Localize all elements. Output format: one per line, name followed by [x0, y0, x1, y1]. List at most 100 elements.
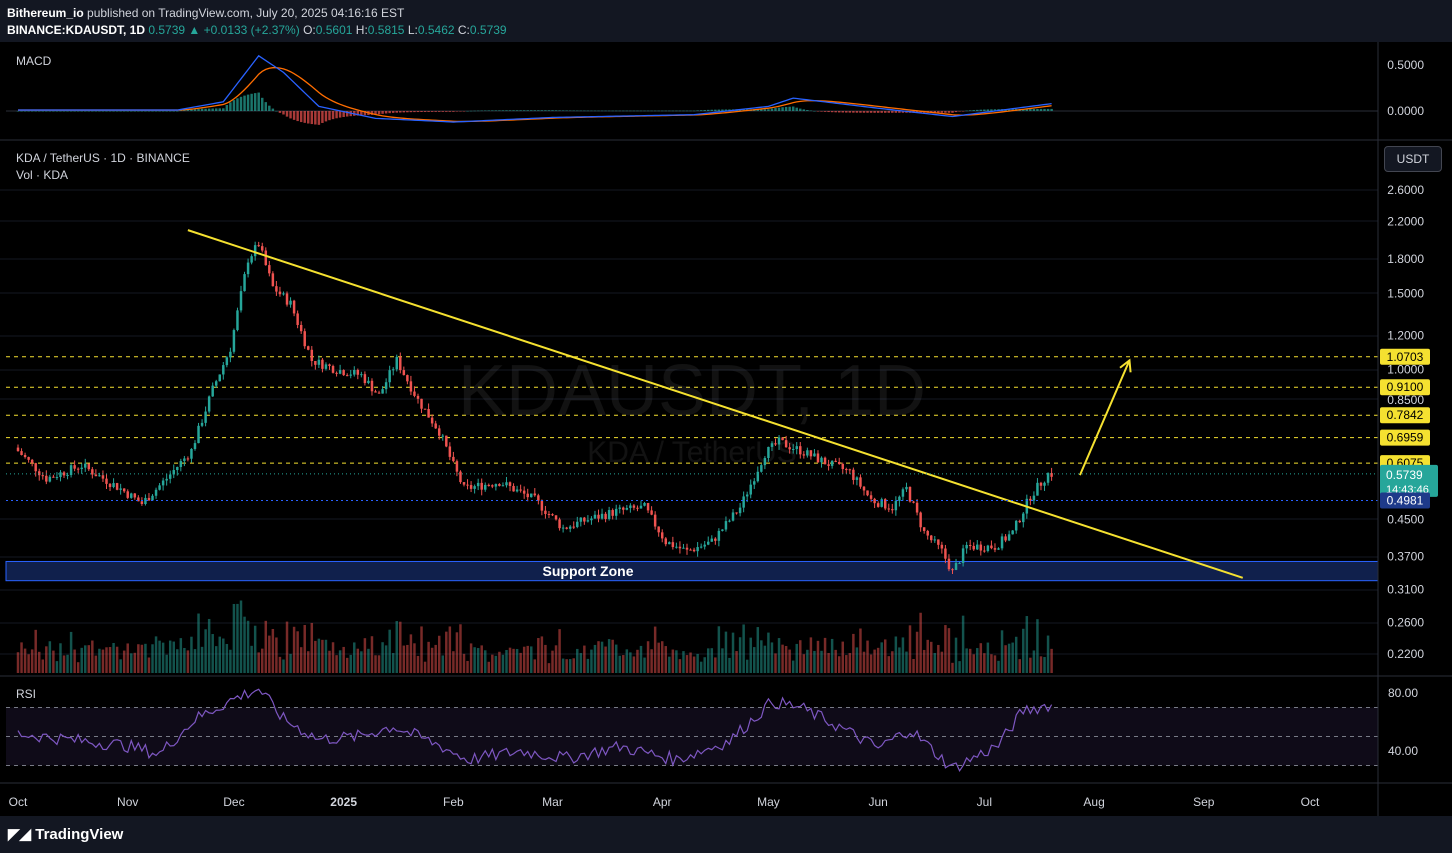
price-tick-label: 1.2000	[1387, 328, 1424, 342]
macd-histogram-bar	[568, 110, 572, 112]
volume-bar	[87, 645, 91, 673]
volume-bar	[887, 656, 891, 673]
volume-bar	[568, 659, 572, 673]
low-label: L:	[407, 23, 418, 37]
publisher-name[interactable]: Bithereum_io	[7, 6, 84, 20]
macd-histogram-bar	[126, 111, 129, 112]
high-label: H:	[355, 23, 368, 37]
macd-histogram-bar	[972, 110, 975, 111]
macd-histogram-bar	[211, 108, 214, 111]
macd-histogram-bar	[770, 108, 774, 111]
macd-histogram-bar	[168, 111, 172, 112]
volume-bar	[172, 641, 175, 673]
volume-bar	[678, 659, 682, 673]
up-triangle-icon: ▲	[188, 23, 201, 37]
watermark-layer: KDAUSDT, 1D KDA / TetherUS	[458, 351, 926, 469]
candle-body	[108, 483, 112, 487]
candle-body	[94, 474, 98, 477]
macd-histogram-bar	[590, 110, 593, 112]
volume-bar	[317, 638, 321, 673]
macd-histogram-bar	[197, 108, 200, 111]
volume-bar	[540, 636, 544, 673]
macd-histogram-bar	[505, 110, 508, 111]
annotations-layer	[187, 229, 1244, 579]
volume-bar	[862, 651, 866, 673]
candle-body	[179, 461, 183, 468]
currency-selector-button[interactable]: USDT	[1384, 146, 1442, 172]
volume-bar	[445, 631, 448, 673]
chart-canvas[interactable]: Support Zone KDAUSDT, 1D KDA / TetherUS 2…	[0, 42, 1452, 816]
candle-body	[986, 545, 990, 551]
candle-body	[1046, 473, 1050, 483]
macd-histogram-bar	[296, 111, 299, 122]
volume-bar	[430, 647, 434, 673]
candle-body	[76, 468, 80, 470]
volume-bar	[933, 652, 937, 673]
macd-histogram-bar	[222, 108, 225, 111]
macd-histogram-bar	[303, 111, 306, 123]
candle-body	[349, 374, 352, 376]
volume-bar	[491, 654, 494, 673]
candle-body	[45, 475, 48, 482]
volume-bar	[753, 647, 756, 673]
macd-histogram-bar	[891, 111, 894, 113]
candle-body	[600, 513, 604, 519]
candle-body	[547, 513, 551, 515]
macd-histogram-bar	[707, 109, 710, 111]
macd-histogram-bar	[186, 109, 190, 111]
candle-body	[930, 535, 933, 541]
candle-body	[133, 493, 137, 498]
volume-bar	[735, 651, 738, 673]
candle-body	[484, 484, 487, 490]
candle-body	[515, 489, 519, 492]
candle-body	[1022, 513, 1025, 523]
volume-bar	[891, 651, 894, 673]
candle-body	[696, 547, 699, 552]
candle-body	[767, 446, 770, 459]
macd-histogram-bar	[165, 111, 168, 112]
time-tick-label: Oct	[9, 795, 28, 809]
volume-bar	[583, 645, 586, 673]
macd-histogram-bar	[105, 111, 108, 112]
candle-body	[409, 381, 413, 392]
volume-bar	[448, 626, 452, 673]
volume-bar	[225, 643, 229, 673]
volume-bar	[261, 648, 264, 673]
volume-bar	[841, 641, 844, 673]
candle-body	[161, 480, 165, 486]
candle-body	[420, 398, 423, 409]
macd-histogram-bar	[1043, 108, 1046, 111]
candle-body	[583, 517, 586, 522]
volume-bar	[395, 621, 398, 673]
candle-body	[370, 380, 374, 392]
candle-body	[568, 526, 572, 529]
volume-bar	[597, 641, 600, 673]
volume-bar	[176, 649, 179, 673]
candle-body	[487, 484, 491, 486]
candle-body	[137, 497, 140, 502]
volume-bar	[636, 649, 639, 673]
macd-histogram-bar	[232, 100, 236, 111]
candle-body	[1007, 534, 1011, 541]
volume-bar	[45, 646, 48, 673]
candle-body	[55, 477, 59, 479]
volume-bar	[151, 644, 154, 673]
macd-histogram-bar	[140, 111, 144, 112]
macd-histogram-bar	[480, 110, 483, 112]
volume-bar	[728, 657, 731, 673]
macd-histogram-bar	[951, 111, 954, 113]
macd-histogram-bar	[561, 110, 565, 111]
volume-bar	[1029, 657, 1032, 673]
volume-bar	[246, 620, 250, 673]
candle-body	[604, 513, 607, 519]
macd-histogram-bar	[880, 111, 883, 113]
volume-bar	[250, 645, 253, 673]
volume-bar	[937, 644, 940, 673]
macd-histogram-bar	[391, 111, 395, 113]
grid-layer	[0, 189, 1378, 655]
macd-histogram-bar	[767, 109, 770, 111]
volume-title: Vol · KDA	[16, 168, 69, 182]
candle-body	[91, 469, 94, 475]
rsi-tick-label: 80.00	[1388, 686, 1418, 700]
candle-body	[533, 493, 537, 496]
